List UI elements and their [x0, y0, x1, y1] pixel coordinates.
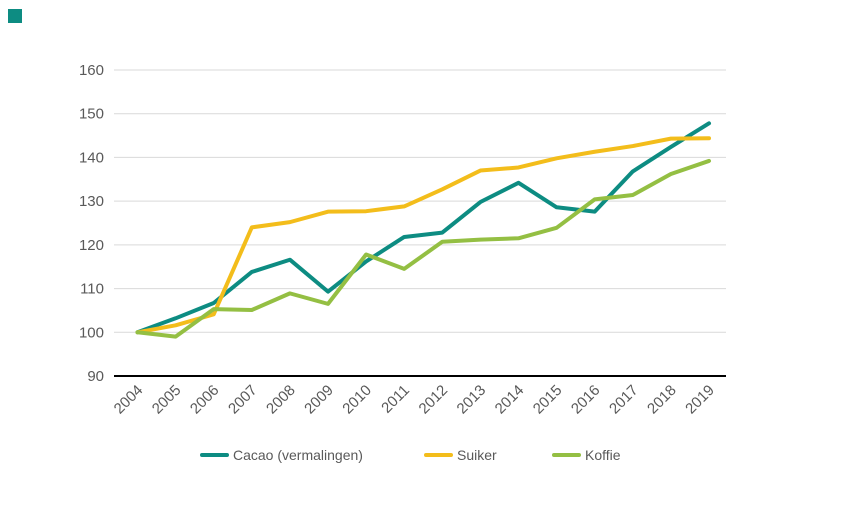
x-tick-label: 2016 [568, 382, 604, 418]
x-tick-label: 2010 [339, 382, 375, 418]
y-tick-label: 90 [87, 368, 104, 385]
legend-item-suiker: Suiker [424, 447, 497, 463]
x-tick-label: 2015 [530, 382, 566, 418]
x-tick-label: 2017 [606, 382, 642, 418]
series-line-cacao-vermalingen [135, 121, 711, 335]
x-tick-label: 2008 [263, 382, 299, 418]
x-tick-label: 2012 [416, 382, 452, 418]
x-tick-label: 2018 [644, 382, 680, 418]
y-tick-label: 150 [79, 106, 104, 123]
legend-swatch-suiker [424, 453, 453, 457]
brand-square [8, 9, 22, 23]
legend-label-koffie: Koffie [585, 447, 621, 463]
legend-label-suiker: Suiker [457, 447, 497, 463]
x-tick-label: 2004 [111, 382, 147, 418]
x-tick-label: 2006 [187, 382, 223, 418]
series-line-koffie [135, 158, 711, 339]
y-tick-label: 140 [79, 149, 104, 166]
x-tick-label: 2011 [378, 382, 413, 417]
x-tick-label: 2005 [149, 382, 185, 418]
y-tick-label: 100 [79, 324, 104, 341]
series-line-suiker [135, 136, 711, 335]
legend-item-koffie: Koffie [552, 447, 621, 463]
y-tick-label: 110 [80, 281, 104, 298]
legend-item-cacao-vermalingen: Cacao (vermalingen) [200, 447, 363, 463]
legend: Cacao (vermalingen) Suiker Koffie [0, 447, 844, 467]
legend-swatch-koffie [552, 453, 581, 457]
y-tick-label: 160 [79, 62, 104, 79]
x-tick-label: 2019 [682, 382, 718, 418]
legend-swatch-cacao-vermalingen [200, 453, 229, 457]
y-tick-label: 130 [79, 193, 104, 210]
y-tick-label: 120 [79, 237, 104, 254]
x-tick-label: 2013 [454, 382, 490, 418]
x-tick-label: 2007 [225, 382, 261, 418]
x-tick-label: 2009 [301, 382, 337, 418]
x-tick-label: 2014 [492, 382, 528, 418]
legend-label-cacao-vermalingen: Cacao (vermalingen) [233, 447, 363, 463]
